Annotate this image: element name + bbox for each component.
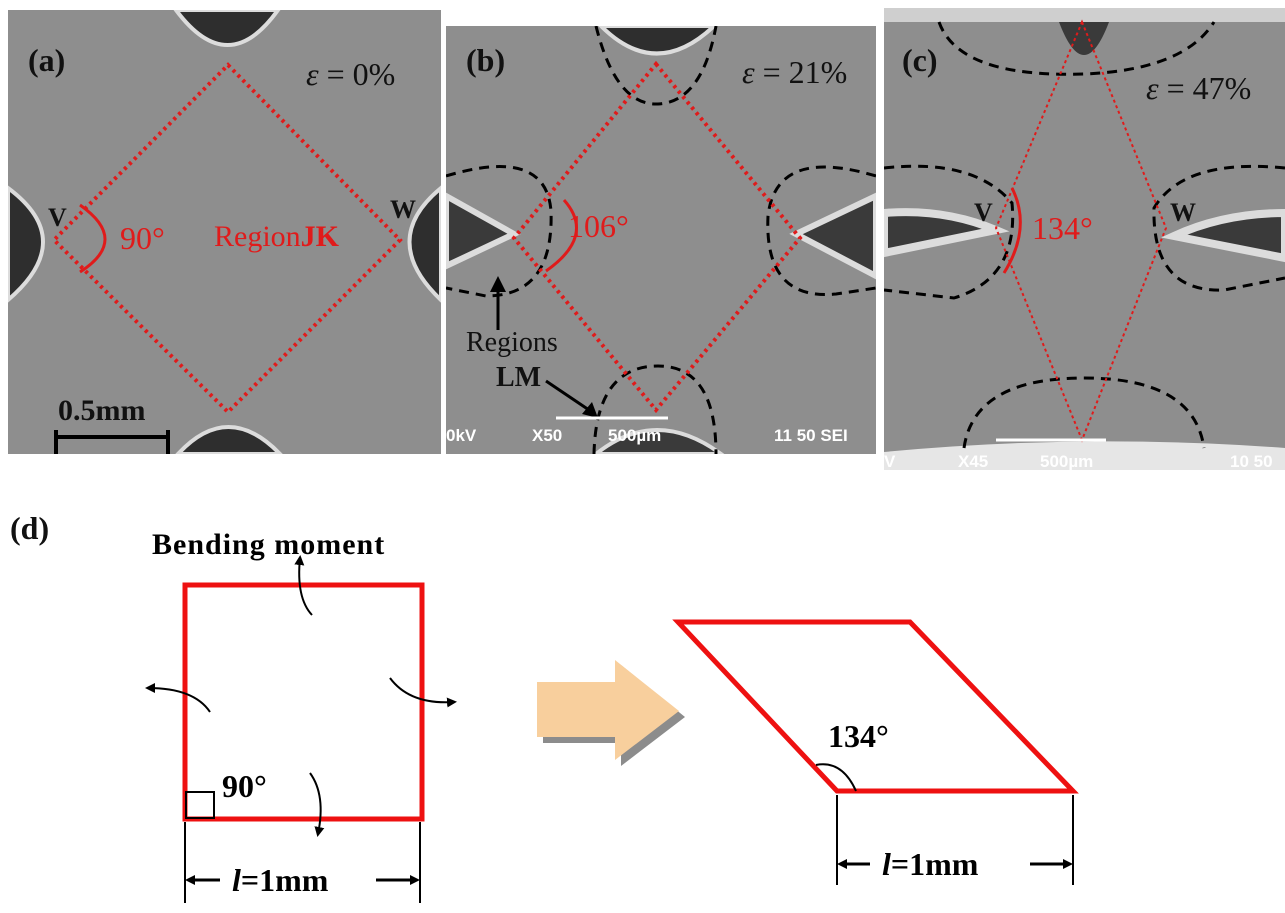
- panel-a-label: (a): [28, 42, 66, 78]
- sem-magnification: X50: [532, 426, 563, 445]
- dim-value: =1mm: [890, 846, 979, 882]
- sem-info: 10 50: [1230, 452, 1273, 470]
- angle-106-label: 106°: [568, 208, 629, 244]
- panel-b: (b) ε = 21% 106° Regions LM 0kV X50 500µ…: [446, 26, 876, 454]
- panel-b-label: (b): [466, 42, 506, 78]
- strain-symbol: ε: [1146, 70, 1159, 106]
- panel-a-strain: ε = 0%: [306, 58, 395, 90]
- vertex-v-label: V: [974, 198, 993, 227]
- panel-b-graphic: [446, 26, 876, 454]
- panel-c: (c) ε = 47% V W 134° V X45 500µm 10 50: [884, 8, 1285, 470]
- panel-d-label: (d): [10, 510, 50, 546]
- rhombus-dimension-label: l=1mm: [882, 848, 978, 880]
- square-dimension-label: l=1mm: [232, 864, 328, 896]
- angle-134-rhombus-label: 134°: [828, 718, 889, 754]
- angle-90-label: 90°: [120, 220, 165, 256]
- panel-b-strain: ε = 21%: [742, 56, 847, 88]
- sem-info: 11 50 SEI: [774, 426, 848, 445]
- sem-scalebar: 500µm: [608, 426, 662, 445]
- strain-value: = 0%: [318, 56, 396, 92]
- angle-90-square-label: 90°: [222, 768, 267, 804]
- region-jk-label: RegionJK: [214, 222, 339, 252]
- dim-symbol: l: [882, 846, 891, 882]
- region-name: JK: [300, 220, 340, 253]
- regions-label: Regions: [466, 327, 558, 358]
- dim-symbol: l: [232, 862, 241, 898]
- vertex-w-label: W: [1170, 198, 1196, 227]
- vertex-w-label: W: [390, 195, 416, 224]
- angle-134-label: 134°: [1032, 210, 1093, 246]
- sem-magnification: X45: [958, 452, 989, 470]
- sem-kv: 0kV: [446, 426, 477, 445]
- sem-kv: V: [884, 452, 896, 470]
- bending-moment-title: Bending moment: [152, 528, 386, 561]
- regions-lm-label: LM: [496, 362, 542, 393]
- strain-symbol: ε: [306, 56, 319, 92]
- panel-a-graphic: [8, 10, 441, 454]
- vertex-v-label: V: [48, 203, 67, 232]
- strain-symbol: ε: [742, 54, 755, 90]
- panel-a: (a) ε = 0% V W 90° RegionJK 0.5mm: [8, 10, 441, 454]
- panel-c-strain: ε = 47%: [1146, 72, 1251, 104]
- strain-value: = 47%: [1158, 70, 1252, 106]
- region-prefix: Region: [214, 220, 301, 253]
- panel-c-graphic: [884, 8, 1285, 470]
- sem-scalebar: 500µm: [1040, 452, 1094, 470]
- dim-value: =1mm: [240, 862, 329, 898]
- panel-c-label: (c): [902, 42, 938, 78]
- scalebar-label: 0.5mm: [58, 394, 146, 427]
- strain-value: = 21%: [754, 54, 848, 90]
